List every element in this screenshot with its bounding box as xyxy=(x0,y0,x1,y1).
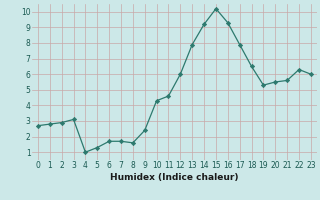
X-axis label: Humidex (Indice chaleur): Humidex (Indice chaleur) xyxy=(110,173,239,182)
